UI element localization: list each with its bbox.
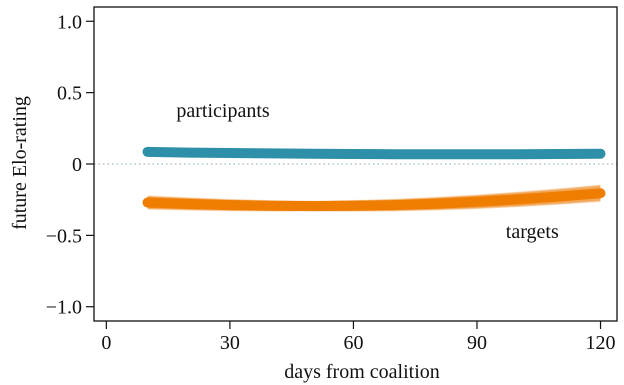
y-tick-label: −0.5: [46, 225, 82, 247]
x-tick-label: 90: [467, 332, 487, 354]
x-axis-label: days from coalition: [284, 361, 440, 383]
series-line-participants: [142, 146, 606, 160]
y-tick-label: 1.0: [57, 11, 82, 33]
annotations: participants targets: [176, 100, 559, 243]
x-tick-label: 30: [220, 332, 240, 354]
x-tick-label: 120: [586, 332, 616, 354]
x-tick-label: 60: [343, 332, 363, 354]
x-tick-label: 0: [101, 332, 111, 354]
y-tick-label: 0: [72, 154, 82, 176]
series-lines: [142, 146, 606, 212]
series-end-point-participants: [596, 149, 605, 158]
y-axis-label: future Elo-rating: [9, 96, 31, 230]
posterior-line-targets: [147, 200, 601, 212]
series-line-targets: [142, 188, 606, 212]
series-start-point-targets: [143, 198, 152, 207]
annotation-participants: participants: [176, 100, 270, 122]
posterior-line-targets: [147, 184, 601, 203]
series-start-point-participants: [143, 147, 152, 156]
series-end-point-targets: [596, 189, 605, 198]
y-tick-label: 0.5: [57, 83, 82, 105]
y-axis: 1.0 0.5 0 −0.5 −1.0: [46, 11, 94, 319]
annotation-targets: targets: [506, 221, 559, 243]
x-axis: 0 30 60 90 120: [101, 321, 616, 354]
y-tick-label: −1.0: [46, 297, 82, 319]
